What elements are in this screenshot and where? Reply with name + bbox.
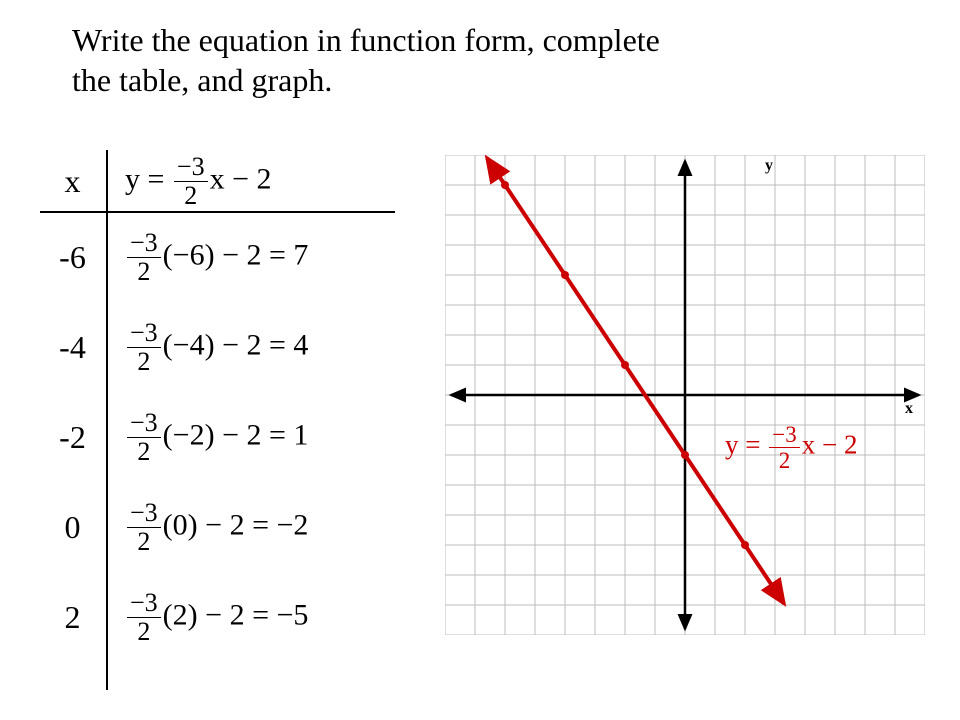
y-computation: −32(−6) − 2 = 7 xyxy=(105,230,410,285)
y-computation: −32(0) − 2 = −2 xyxy=(105,500,410,555)
x-value: -6 xyxy=(40,239,105,276)
header-fraction: −32 xyxy=(174,154,208,209)
y-axis-label: y xyxy=(765,157,773,175)
y-computation: −32(−4) − 2 = 4 xyxy=(105,320,410,375)
table-row: 0 −32(0) − 2 = −2 xyxy=(40,482,410,572)
x-value: 0 xyxy=(40,509,105,546)
table-row: 2 −32(2) − 2 = −5 xyxy=(40,572,410,662)
y-computation: −32(2) − 2 = −5 xyxy=(105,590,410,645)
table-row: -2 −32(−2) − 2 = 1 xyxy=(40,392,410,482)
y-computation: −32(−2) − 2 = 1 xyxy=(105,410,410,465)
instruction-text: Write the equation in function form, com… xyxy=(72,20,872,100)
x-value: 2 xyxy=(40,599,105,636)
table-row: -6 −32(−6) − 2 = 7 xyxy=(40,212,410,302)
table-header-row: x y = −32x − 2 xyxy=(40,150,410,212)
graph-svg xyxy=(445,155,925,635)
y-header: y = −32x − 2 xyxy=(105,154,410,209)
coordinate-graph: x y y = −32x − 2 xyxy=(445,155,925,635)
graph-equation: y = −32x − 2 xyxy=(725,423,857,472)
title-line-1: Write the equation in function form, com… xyxy=(72,22,660,58)
table-row: -4 −32(−4) − 2 = 4 xyxy=(40,302,410,392)
x-value: -4 xyxy=(40,329,105,366)
value-table: x y = −32x − 2 -6 −32(−6) − 2 = 7 -4 −32… xyxy=(40,150,410,662)
x-value: -2 xyxy=(40,419,105,456)
x-header: x xyxy=(40,163,105,200)
title-line-2: the table, and graph. xyxy=(72,62,332,98)
x-axis-label: x xyxy=(905,400,913,418)
